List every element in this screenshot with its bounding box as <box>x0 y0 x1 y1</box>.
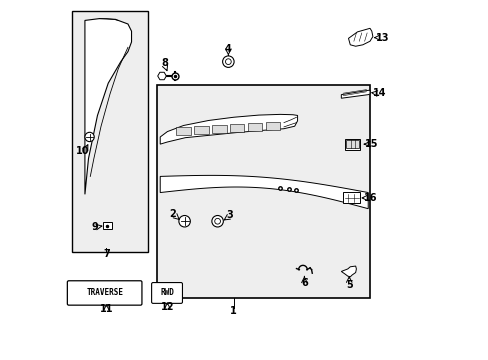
Text: 11: 11 <box>100 304 113 314</box>
Circle shape <box>214 219 220 224</box>
Circle shape <box>225 59 231 64</box>
Text: RWD: RWD <box>160 288 174 297</box>
Text: 6: 6 <box>301 278 307 288</box>
Bar <box>72 12 147 252</box>
Text: 16: 16 <box>363 193 377 203</box>
Text: 9: 9 <box>91 222 98 231</box>
Polygon shape <box>341 266 356 277</box>
Text: 15: 15 <box>365 139 378 149</box>
Text: 10: 10 <box>76 146 89 156</box>
Text: 5: 5 <box>345 280 352 290</box>
Bar <box>230 124 244 132</box>
Circle shape <box>211 216 223 227</box>
Bar <box>265 122 280 130</box>
Bar <box>102 222 112 229</box>
Polygon shape <box>341 90 369 98</box>
Text: TRAVERSE: TRAVERSE <box>86 288 123 297</box>
Text: 12: 12 <box>161 302 174 312</box>
Circle shape <box>222 56 234 67</box>
Text: 14: 14 <box>372 88 386 98</box>
Bar <box>176 127 190 135</box>
Polygon shape <box>85 19 131 194</box>
Polygon shape <box>158 72 166 80</box>
Text: 2: 2 <box>169 209 176 219</box>
Text: 3: 3 <box>226 210 233 220</box>
Polygon shape <box>160 175 367 209</box>
Text: 13: 13 <box>375 33 388 42</box>
Circle shape <box>179 216 190 227</box>
Bar <box>194 126 208 134</box>
Polygon shape <box>160 114 297 144</box>
Bar <box>212 125 226 133</box>
FancyBboxPatch shape <box>343 192 360 203</box>
Text: 8: 8 <box>161 58 168 68</box>
Circle shape <box>85 132 94 141</box>
Polygon shape <box>348 28 372 46</box>
Text: 7: 7 <box>103 249 110 259</box>
Bar <box>247 123 262 131</box>
Text: 1: 1 <box>230 306 237 316</box>
Bar <box>344 139 359 149</box>
Bar <box>346 140 358 148</box>
FancyBboxPatch shape <box>67 281 142 305</box>
Text: 4: 4 <box>224 44 231 54</box>
Bar <box>156 85 369 298</box>
FancyBboxPatch shape <box>151 283 182 303</box>
